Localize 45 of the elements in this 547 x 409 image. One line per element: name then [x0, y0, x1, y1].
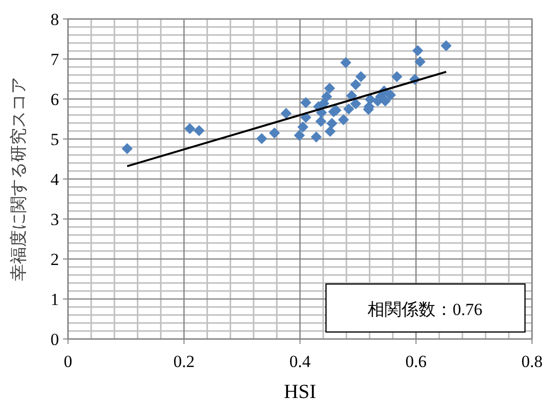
point [310, 132, 322, 142]
y-tick-label: 2 [50, 250, 59, 269]
x-tick-label: 0 [64, 352, 72, 371]
point [350, 98, 362, 110]
point [300, 97, 312, 108]
y-tick-label: 5 [50, 130, 59, 149]
point [315, 116, 326, 127]
point [412, 45, 424, 56]
annotation: 相関係数：0.76 [325, 283, 526, 333]
point [355, 71, 366, 82]
point [122, 143, 133, 154]
x-tick-label: 0.8 [521, 352, 543, 371]
y-tick-label: 0 [50, 330, 59, 349]
point [321, 91, 332, 102]
x-tick-label: 0.6 [405, 352, 427, 371]
point [340, 57, 352, 68]
y-tick-label: 3 [50, 210, 59, 229]
x-tick-label: 0.4 [289, 352, 312, 371]
y-tick-label: 4 [50, 170, 60, 189]
point [256, 133, 268, 144]
point [350, 79, 362, 90]
point [440, 40, 452, 52]
point [324, 126, 336, 137]
point [324, 82, 336, 94]
y-axis-title: 幸福度に関する研究スコア [9, 77, 28, 281]
point [326, 118, 338, 129]
point [300, 112, 312, 123]
point [384, 90, 396, 100]
y-tick-label: 6 [50, 90, 59, 109]
annotation: 相関係数：0.76 [368, 300, 482, 319]
y-tick-label: 7 [50, 50, 60, 69]
x-tick-label: 0.2 [173, 352, 195, 371]
point [338, 114, 349, 126]
point [280, 108, 292, 119]
point [194, 125, 205, 136]
point [184, 123, 196, 134]
point [391, 71, 402, 82]
point [268, 128, 280, 138]
y-tick-label: 8 [50, 10, 59, 29]
point [343, 104, 354, 114]
x-axis-title: HSI [284, 381, 316, 403]
point [294, 130, 305, 141]
point [414, 56, 426, 68]
point [297, 122, 308, 132]
y-tick-label: 1 [50, 290, 59, 309]
